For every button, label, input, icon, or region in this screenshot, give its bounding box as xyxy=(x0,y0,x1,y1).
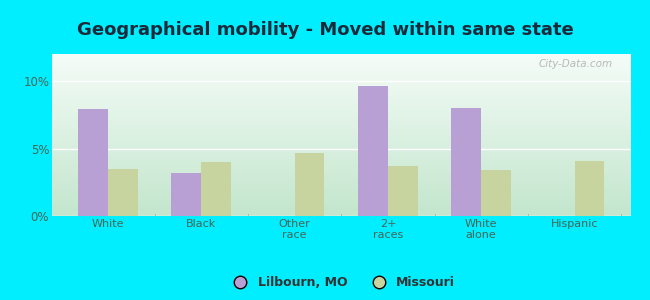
Bar xyxy=(451,108,481,216)
Bar xyxy=(388,166,418,216)
Text: City-Data.com: City-Data.com xyxy=(539,59,613,69)
Bar xyxy=(358,86,388,216)
Bar xyxy=(202,162,231,216)
Legend: Lilbourn, MO, Missouri: Lilbourn, MO, Missouri xyxy=(222,271,460,294)
Bar xyxy=(294,152,324,216)
Bar xyxy=(172,173,202,216)
Bar xyxy=(78,110,108,216)
Bar xyxy=(108,169,138,216)
Bar xyxy=(481,170,511,216)
Text: Geographical mobility - Moved within same state: Geographical mobility - Moved within sam… xyxy=(77,21,573,39)
Bar xyxy=(575,161,604,216)
